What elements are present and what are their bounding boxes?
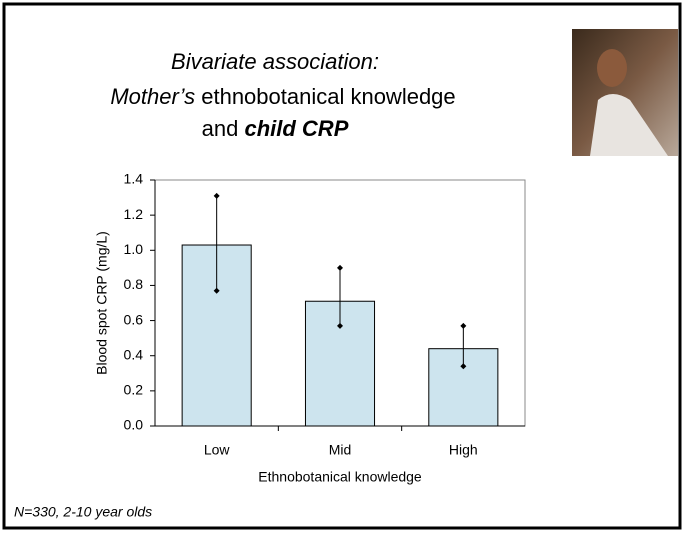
x-tick-label: Mid <box>329 442 352 458</box>
photo <box>572 29 678 156</box>
chart-title: Bivariate association: <box>171 49 379 74</box>
y-tick-label: 0.0 <box>124 417 144 433</box>
x-tick-label: High <box>449 442 478 458</box>
title-part: and <box>202 116 239 141</box>
title-part: Mother’s <box>110 84 195 109</box>
y-tick-label: 0.6 <box>124 311 144 327</box>
chart-title: Mother’s ethnobotanical knowledge <box>110 84 455 109</box>
y-tick-label: 1.4 <box>124 171 144 187</box>
y-tick-label: 0.8 <box>124 276 144 292</box>
y-tick-label: 1.2 <box>124 206 144 222</box>
y-tick-label: 0.2 <box>124 382 144 398</box>
y-axis-label: Blood spot CRP (mg/L) <box>94 231 110 375</box>
title-part: child CRP <box>244 116 348 141</box>
title-part: ethnobotanical knowledge <box>201 84 455 109</box>
slide: Bivariate association: Mother’s ethnobot… <box>0 0 685 533</box>
y-tick-label: 0.4 <box>124 346 144 362</box>
x-axis-label: Ethnobotanical knowledge <box>258 469 422 485</box>
y-tick-label: 1.0 <box>124 241 144 257</box>
footnote: N=330, 2-10 year olds <box>14 504 152 520</box>
chart-title: and child CRP <box>202 116 349 141</box>
x-tick-label: Low <box>204 442 231 458</box>
